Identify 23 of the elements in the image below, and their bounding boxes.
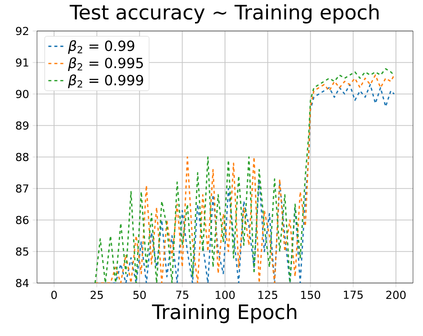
chart-title: Test accuracy ~ Training epoch <box>70 4 379 24</box>
x-tick-label: 75 <box>176 290 188 299</box>
y-tick-label: 88 <box>16 152 28 162</box>
y-tick-label: 90 <box>16 90 28 98</box>
x-tick-label: 200 <box>386 290 406 300</box>
legend-label: β$_{2}$ = 0.995 <box>68 57 143 71</box>
y-tick-label: 91 <box>16 58 28 67</box>
x-tick-label: 175 <box>344 290 363 299</box>
x-tick-label: 25 <box>90 290 103 300</box>
y-tick-label: 84 <box>16 278 29 288</box>
x-tick-label: 0 <box>51 290 57 300</box>
x-axis-title: Training Epoch <box>152 304 296 324</box>
y-tick-label: 86 <box>16 216 29 224</box>
legend-label: β$_{2}$ = 0.999 <box>68 74 144 88</box>
x-tick-label: 100 <box>216 290 235 300</box>
x-tick-label: 125 <box>258 290 278 300</box>
y-tick-label: 87 <box>16 184 28 193</box>
y-tick-label: 92 <box>16 26 28 36</box>
x-tick-label: 150 <box>301 290 320 300</box>
y-tick-label: 89 <box>16 121 28 130</box>
y-tick-label: 85 <box>16 247 28 256</box>
x-tick-label: 50 <box>133 290 146 300</box>
legend-label: β$_{2}$ = 0.99 <box>68 40 134 54</box>
